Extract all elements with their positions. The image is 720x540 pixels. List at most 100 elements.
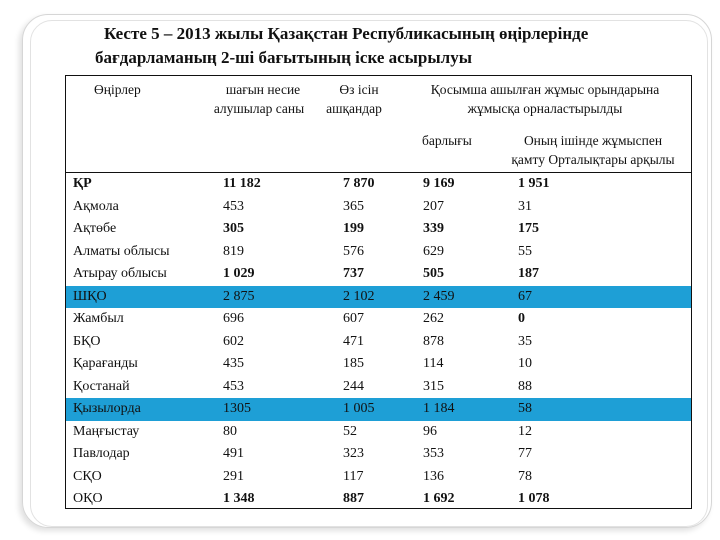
cell-own-business: 185 [343,356,364,371]
title-line-2: бағдарламаның 2-ші бағытының іске асырыл… [95,48,472,67]
cell-borrowers: 2 875 [223,288,255,304]
cell-jobs-centers: 58 [518,401,532,416]
cell-own-business: 471 [343,333,364,349]
cell-region: ОҚО [73,491,103,506]
cell-jobs-total: 1 692 [423,491,455,506]
cell-own-business: 199 [343,221,364,236]
cell-borrowers: 491 [223,446,244,461]
table-row: Қостанай 453 244 315 88 [66,376,691,399]
table-row: Атырау облысы 1 029 737 505 187 [66,263,691,286]
cell-own-business: 323 [343,446,364,461]
cell-jobs-total: 1 184 [423,401,455,416]
cell-own-business: 244 [343,378,364,394]
cell-own-business: 52 [343,423,357,439]
table-row: Ақмола 453 365 207 31 [66,196,691,219]
cell-jobs-centers: 31 [518,198,532,214]
cell-region: Алматы облысы [73,243,170,259]
cell-jobs-total: 207 [423,198,444,214]
cell-jobs-centers: 0 [518,311,525,326]
cell-borrowers: 11 182 [223,176,261,191]
cell-borrowers: 305 [223,221,244,236]
cell-jobs-centers: 88 [518,378,532,394]
cell-own-business: 117 [343,468,364,484]
table-row: ШҚО 2 875 2 102 2 459 67 [66,285,691,308]
cell-jobs-centers: 77 [518,446,532,461]
cell-own-business: 1 005 [343,401,375,416]
header-borrowers-line2: алушылар саны [213,101,305,116]
cell-own-business: 576 [343,243,364,259]
cell-jobs-total: 315 [423,378,444,394]
header-own-line2: ашқандар [326,101,382,116]
cell-jobs-centers: 1 078 [518,491,550,506]
cell-region: Жамбыл [73,311,124,326]
cell-jobs-centers: 1 951 [518,176,550,191]
cell-own-business: 7 870 [343,176,375,191]
cell-jobs-total: 2 459 [423,288,455,304]
table-body: ҚР 11 182 7 870 9 169 1 951 Ақмола 453 365 207 31… [66,173,691,511]
header-borrowers: шағын несие алушылар саны [194,80,314,118]
slide-frame [22,14,712,528]
cell-own-business: 887 [343,491,364,506]
cell-borrowers: 1305 [223,401,251,416]
header-jobs: Қосымша ашылған жұмыс орындарына жұмысқа… [400,80,690,118]
table-row: Ақтөбе 305 199 339 175 [66,218,691,241]
header-centers-line1: Оның ішінде жұмыспен [523,133,663,148]
cell-borrowers: 291 [223,468,244,484]
table-row: Алматы облысы 819 576 629 55 [66,241,691,264]
cell-jobs-total: 262 [423,311,444,326]
cell-own-business: 365 [343,198,364,214]
table-row: СҚО 291 117 136 78 [66,466,691,489]
table-row: Жамбыл 696 607 262 0 [66,308,691,331]
cell-region: Қызылорда [73,401,141,416]
cell-jobs-centers: 67 [518,288,532,304]
cell-jobs-total: 505 [423,266,444,281]
cell-region: ШҚО [73,288,107,304]
cell-borrowers: 1 029 [223,266,255,281]
table-row: ОҚО 1 348 887 1 692 1 078 [66,488,691,511]
cell-borrowers: 1 348 [223,491,255,506]
header-total: барлығы [422,133,472,148]
regions-table: Өңірлер шағын несие алушылар саны Өз ісі… [65,75,692,509]
cell-borrowers: 819 [223,243,244,259]
table-row: Қызылорда 1305 1 005 1 184 58 [66,398,691,421]
cell-region: БҚО [73,333,101,349]
cell-region: Ақтөбе [73,221,117,236]
cell-region: Маңғыстау [73,423,140,439]
cell-jobs-centers: 187 [518,266,539,281]
title-line-1: Кесте 5 – 2013 жылы Қазақстан Республика… [104,24,589,43]
header-centers-line2: қамту Орталықтары арқылы [511,152,675,167]
cell-region: Қарағанды [73,356,138,371]
table-row: Павлодар 491 323 353 77 [66,443,691,466]
cell-own-business: 2 102 [343,288,375,304]
cell-borrowers: 696 [223,311,244,326]
table-row: Маңғыстау 80 52 96 12 [66,421,691,444]
cell-jobs-total: 339 [423,221,444,236]
header-own-line1: Өз ісін [339,82,379,97]
table-row: Қарағанды 435 185 114 10 [66,353,691,376]
cell-borrowers: 453 [223,198,244,214]
cell-jobs-centers: 175 [518,221,539,236]
cell-region: Павлодар [73,446,130,461]
header-jobs-line2: жұмысқа орналастырылды [467,101,623,116]
cell-region: Қостанай [73,378,130,394]
cell-jobs-total: 9 169 [423,176,455,191]
cell-borrowers: 80 [223,423,237,439]
cell-borrowers: 435 [223,356,244,371]
cell-jobs-centers: 55 [518,243,532,259]
cell-jobs-total: 629 [423,243,444,259]
cell-own-business: 737 [343,266,364,281]
cell-own-business: 607 [343,311,364,326]
cell-jobs-centers: 35 [518,333,532,349]
cell-region: ҚР [73,176,92,191]
cell-jobs-total: 878 [423,333,444,349]
cell-jobs-total: 114 [423,356,444,371]
cell-borrowers: 602 [223,333,244,349]
cell-jobs-total: 136 [423,468,444,484]
slide-frame-inner [30,20,708,527]
cell-borrowers: 453 [223,378,244,394]
table-row: БҚО 602 471 878 35 [66,331,691,354]
header-borrowers-line1: шағын несие [225,82,301,97]
cell-jobs-total: 96 [423,423,437,439]
header-divider [66,172,691,173]
cell-jobs-total: 353 [423,446,444,461]
